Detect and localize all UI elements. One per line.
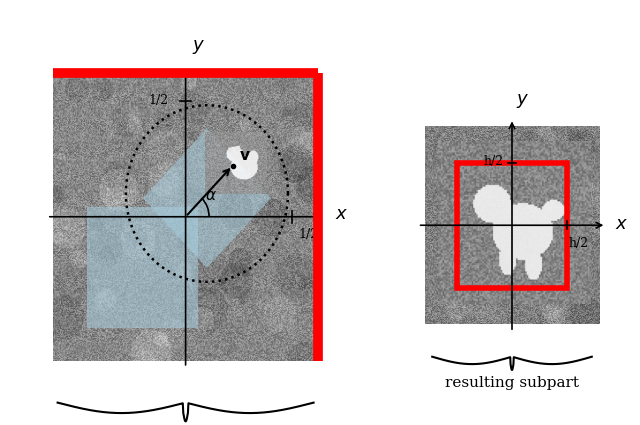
- Text: $\mathbf{v}$: $\mathbf{v}$: [239, 149, 251, 163]
- Text: 1/2: 1/2: [299, 228, 319, 241]
- Bar: [457, 163, 567, 288]
- Text: $y$: $y$: [516, 92, 530, 110]
- Text: $\alpha$: $\alpha$: [205, 189, 217, 203]
- Text: $y$: $y$: [192, 38, 205, 57]
- Text: $x$: $x$: [615, 215, 628, 232]
- Bar: [88, 207, 198, 328]
- Text: $x$: $x$: [335, 205, 348, 224]
- Text: resulting subpart: resulting subpart: [445, 377, 579, 391]
- Text: 1/2: 1/2: [148, 94, 168, 107]
- Polygon shape: [143, 128, 271, 268]
- Text: h/2: h/2: [483, 155, 503, 167]
- Text: h/2: h/2: [568, 237, 589, 250]
